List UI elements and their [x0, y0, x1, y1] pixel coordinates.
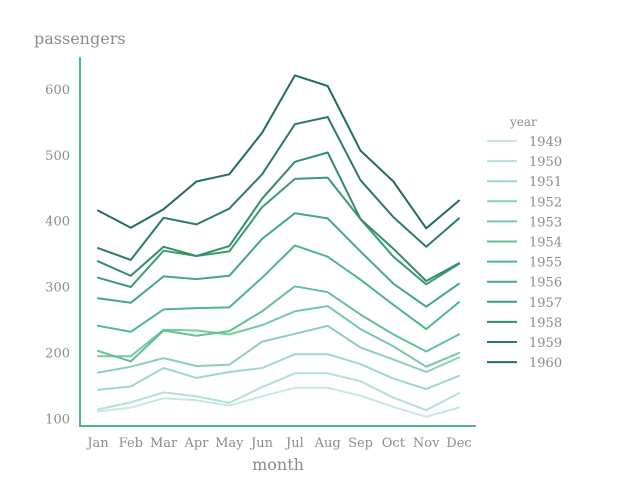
- legend-label: 1950: [529, 155, 562, 170]
- y-tick-label: 300: [45, 281, 70, 296]
- legend-label: 1959: [529, 336, 562, 351]
- series-line-1952: [97, 324, 460, 374]
- legend-title: year: [509, 115, 537, 129]
- x-tick-label: Feb: [119, 436, 143, 451]
- legend-item: 1950: [487, 155, 562, 170]
- x-axis-title: month: [252, 455, 304, 474]
- x-tick-label: Jun: [249, 436, 274, 451]
- y-axis-title: passengers: [34, 29, 126, 48]
- legend-item: 1949: [487, 135, 562, 150]
- legend-item: 1959: [487, 336, 562, 351]
- legend-label: 1951: [529, 175, 562, 190]
- x-tick-label: Nov: [413, 436, 440, 451]
- plot-area: [97, 74, 460, 418]
- x-tick-label: Aug: [314, 436, 341, 451]
- series-line-1957: [97, 176, 460, 288]
- series-line-1960: [97, 74, 460, 230]
- series-line-1956: [97, 212, 460, 308]
- y-tick-label: 100: [45, 412, 70, 427]
- series-line-1954: [97, 285, 460, 363]
- y-tick-label: 600: [45, 83, 70, 98]
- series-line-1949: [97, 386, 460, 418]
- x-tick-label: May: [215, 436, 244, 451]
- legend-label: 1949: [529, 135, 562, 150]
- legend-label: 1960: [529, 356, 562, 371]
- legend-label: 1953: [529, 215, 562, 230]
- legend-item: 1952: [487, 195, 562, 210]
- legend-item: 1955: [487, 256, 562, 271]
- x-tick-label: Oct: [382, 436, 406, 451]
- series-line-1959: [97, 116, 460, 261]
- y-tick-label: 400: [45, 215, 70, 230]
- legend-item: 1960: [487, 356, 562, 371]
- x-tick-label: Jan: [85, 436, 109, 451]
- legend-item: 1956: [487, 276, 562, 291]
- x-tick-label: Jul: [284, 436, 304, 451]
- legend-label: 1957: [529, 296, 562, 311]
- legend-item: 1953: [487, 215, 562, 230]
- x-tick-label: Dec: [446, 436, 471, 451]
- series-line-1950: [97, 372, 460, 412]
- legend-label: 1956: [529, 276, 562, 291]
- series-line-1955: [97, 244, 460, 333]
- legend-item: 1958: [487, 316, 562, 331]
- x-tick-label: Mar: [150, 436, 178, 451]
- legend-label: 1952: [529, 195, 562, 210]
- series-line-1958: [97, 151, 460, 282]
- y-tick-label: 500: [45, 149, 70, 164]
- legend: year 1949 1950 1951 1952 1953 1954 1955 1956 195…: [487, 115, 562, 371]
- y-tick-labels: 100 200 300 400 500 600: [45, 83, 70, 427]
- x-tick-label: Sep: [348, 436, 373, 451]
- x-tick-label: Apr: [183, 436, 209, 451]
- series-line-1951: [97, 353, 460, 391]
- legend-label: 1954: [529, 236, 562, 251]
- y-tick-label: 200: [45, 347, 70, 362]
- legend-label: 1955: [529, 256, 562, 271]
- x-tick-labels: Jan Feb Mar Apr May Jun Jul Aug Sep Oct Nov Dec: [85, 436, 471, 451]
- legend-item: 1951: [487, 175, 562, 190]
- series-line-1953: [97, 305, 460, 368]
- legend-label: 1958: [529, 316, 562, 331]
- legend-item: 1954: [487, 236, 562, 251]
- legend-item: 1957: [487, 296, 562, 311]
